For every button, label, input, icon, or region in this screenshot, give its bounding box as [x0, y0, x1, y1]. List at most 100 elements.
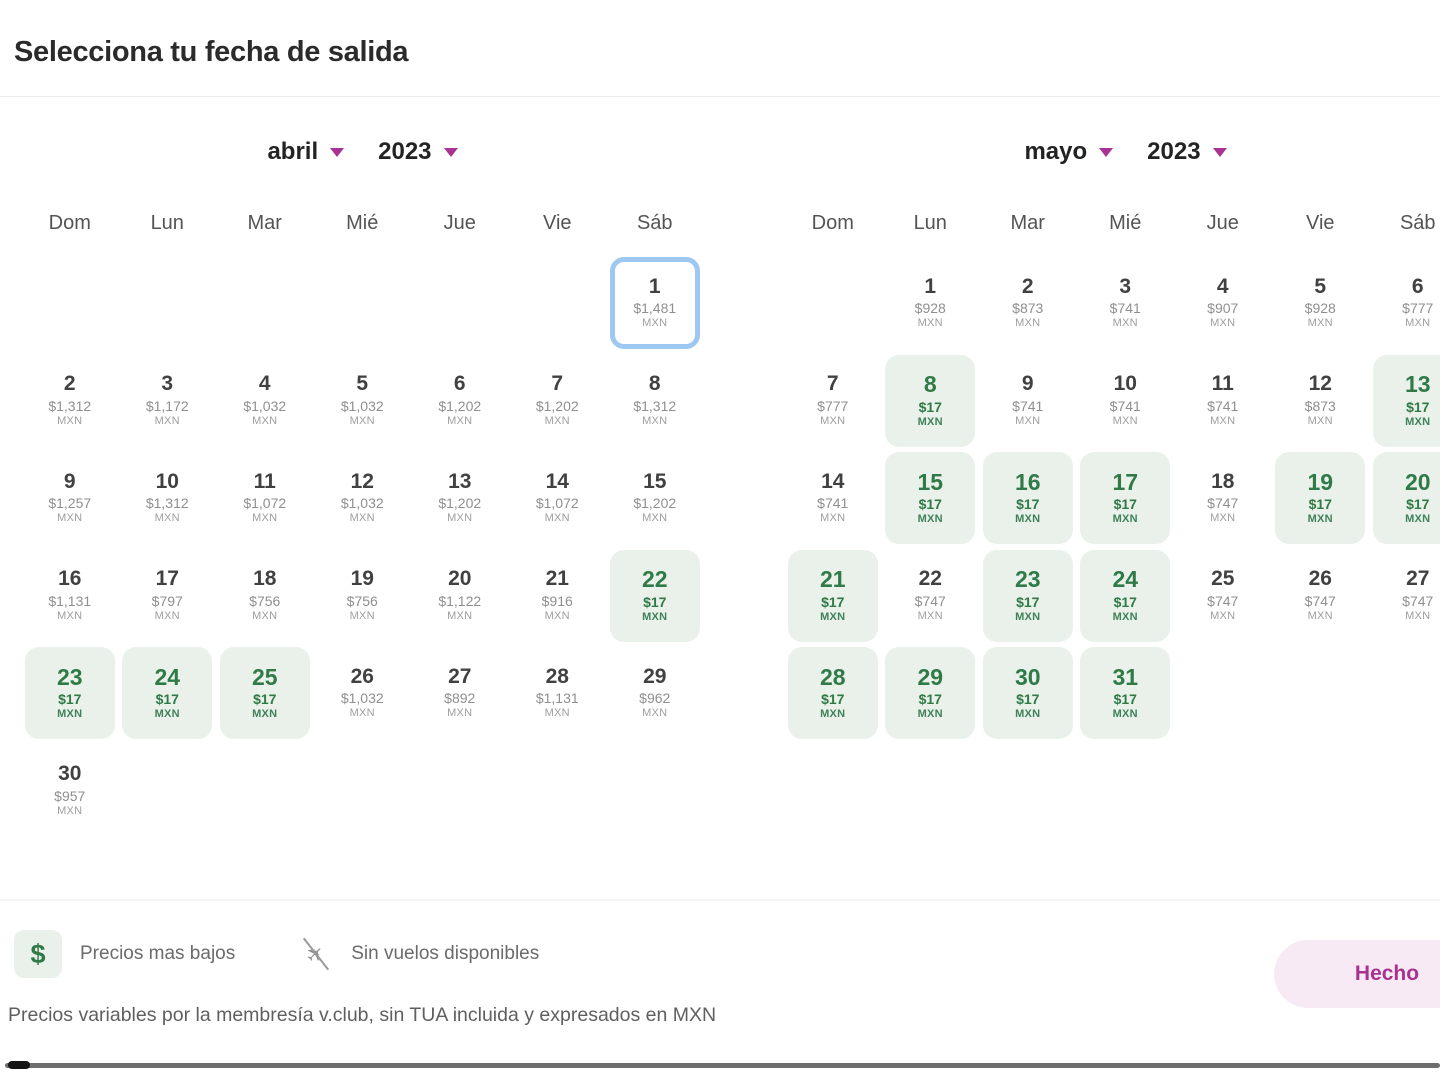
calendar-day-cell[interactable]: 21 $17 MXN: [787, 549, 878, 642]
calendar-day-cell[interactable]: 14 $741 MXN: [788, 452, 878, 544]
day-currency: MXN: [57, 609, 83, 622]
calendar-day-cell[interactable]: 29 $17 MXN: [885, 647, 976, 739]
day-currency: MXN: [544, 609, 570, 622]
calendar-day-cell[interactable]: 26 $1,032 MXN: [317, 647, 407, 739]
calendar-day-cell[interactable]: 27 $892 MXN: [415, 647, 505, 739]
calendar-day-cell[interactable]: 10 $741 MXN: [1080, 355, 1170, 447]
calendar-day-cell[interactable]: 22 $17 MXN: [609, 549, 700, 642]
calendar-day-cell[interactable]: 8 $1,312 MXN: [610, 355, 700, 447]
calendar-day-cell[interactable]: 9 $741 MXN: [983, 355, 1073, 447]
weekday-label: Mar: [247, 212, 282, 234]
calendar-day-cell[interactable]: 7 $777 MXN: [788, 355, 878, 447]
day-currency: MXN: [1405, 415, 1431, 428]
calendar-day-cell[interactable]: 28 $1,131 MXN: [512, 647, 602, 739]
calendar-day-cell[interactable]: 7 $1,202 MXN: [512, 355, 602, 447]
calendar-day-cell[interactable]: 30 $957 MXN: [25, 745, 115, 837]
calendar-day-cell[interactable]: 6 $777 MXN: [1373, 257, 1440, 349]
year-selector[interactable]: 2023: [1147, 138, 1227, 166]
day-number: 10: [1113, 372, 1137, 396]
weekday-row: Dom Lun Mar Mié Jue Vie Sáb: [784, 212, 1440, 235]
day-number: 3: [161, 372, 174, 396]
calendar-day-cell[interactable]: 31 $17 MXN: [1080, 647, 1171, 739]
calendar-day-cell[interactable]: 15 $1,202 MXN: [610, 452, 700, 544]
day-number: 15: [917, 468, 944, 495]
calendar-day-cell[interactable]: 20 $1,122 MXN: [415, 550, 505, 642]
calendar-day-cell[interactable]: 21 $916 MXN: [512, 550, 602, 642]
calendar-day-cell[interactable]: 16 $1,131 MXN: [25, 550, 115, 642]
calendar-day-cell[interactable]: 10 $1,312 MXN: [122, 452, 212, 544]
day-price: $962: [639, 690, 671, 707]
calendar-day-cell[interactable]: 17 $17 MXN: [1080, 452, 1171, 544]
calendar-day-cell[interactable]: 14 $1,072 MXN: [512, 452, 602, 544]
month-selector[interactable]: mayo: [1024, 138, 1114, 166]
bottom-scrollbar[interactable]: [5, 1063, 1440, 1068]
calendar-day-cell[interactable]: 11 $741 MXN: [1178, 355, 1268, 447]
calendar-day-cell[interactable]: 13 $17 MXN: [1372, 354, 1440, 447]
calendar-day-cell[interactable]: 15 $17 MXN: [885, 452, 976, 544]
calendar-day-cell[interactable]: 6 $1,202 MXN: [415, 355, 505, 447]
calendar-day-cell[interactable]: 18 $747 MXN: [1178, 452, 1268, 544]
calendar-day-cell[interactable]: 4 $1,032 MXN: [220, 355, 310, 447]
day-currency: MXN: [252, 414, 278, 427]
calendar-day-cell[interactable]: 18 $756 MXN: [220, 550, 310, 642]
calendar-day-cell[interactable]: 30 $17 MXN: [982, 647, 1073, 739]
calendar-day-cell[interactable]: 23 $17 MXN: [24, 647, 115, 739]
calendar-day-cell[interactable]: 29 $962 MXN: [610, 647, 700, 739]
day-currency: MXN: [154, 708, 180, 721]
calendar-day-cell[interactable]: 23 $17 MXN: [982, 549, 1073, 642]
weekday-label: Mar: [1010, 212, 1045, 234]
month-label: mayo: [1024, 138, 1088, 165]
calendar-day-cell[interactable]: 28 $17 MXN: [787, 647, 878, 739]
calendar-day-cell[interactable]: 17 $797 MXN: [122, 550, 212, 642]
calendar-day-cell[interactable]: 12 $873 MXN: [1275, 355, 1365, 447]
calendar-day-cell[interactable]: 8 $17 MXN: [885, 354, 976, 447]
legend-low-price-label: Precios mas bajos: [80, 943, 236, 964]
day-price: $756: [249, 592, 281, 609]
legend-divider: [0, 899, 1440, 901]
day-number: 4: [1216, 274, 1229, 298]
day-number: 4: [258, 372, 271, 396]
calendar-day-cell[interactable]: 27 $747 MXN: [1373, 550, 1440, 642]
day-number: 23: [1014, 566, 1041, 593]
calendar-day-cell[interactable]: 11 $1,072 MXN: [220, 452, 310, 544]
calendar-day-cell[interactable]: 9 $1,257 MXN: [25, 452, 115, 544]
chevron-down-icon: [330, 147, 345, 157]
day-currency: MXN: [917, 708, 943, 721]
calendar-day-cell[interactable]: 1 $1,481 MXN: [609, 257, 700, 349]
calendar-day-cell[interactable]: 22 $747 MXN: [885, 550, 975, 642]
day-currency: MXN: [1210, 512, 1236, 525]
calendar-day-cell[interactable]: 24 $17 MXN: [122, 647, 213, 739]
calendar-day-cell[interactable]: 4 $907 MXN: [1178, 257, 1268, 349]
month-selector[interactable]: abril: [267, 138, 345, 166]
calendar-day-cell[interactable]: 5 $1,032 MXN: [317, 355, 407, 447]
calendar-day-cell[interactable]: 19 $756 MXN: [317, 550, 407, 642]
day-number: 30: [1014, 663, 1041, 690]
day-price: $1,202: [438, 495, 482, 512]
day-price: $17: [1113, 593, 1137, 610]
calendar-day-cell[interactable]: 3 $741 MXN: [1080, 257, 1170, 349]
calendar-day-cell[interactable]: 13 $1,202 MXN: [415, 452, 505, 544]
day-price: $17: [1308, 496, 1332, 513]
scrollbar-handle[interactable]: [8, 1061, 30, 1069]
calendar-day-cell[interactable]: 25 $17 MXN: [219, 647, 310, 739]
calendar-day-cell[interactable]: 20 $17 MXN: [1372, 452, 1440, 544]
calendar-day-cell[interactable]: 16 $17 MXN: [982, 452, 1073, 544]
calendar-day-cell[interactable]: 2 $1,312 MXN: [25, 355, 115, 447]
calendar-day-cell[interactable]: 25 $747 MXN: [1178, 550, 1268, 642]
calendar-day-cell[interactable]: 12 $1,032 MXN: [317, 452, 407, 544]
calendar-day-cell[interactable]: 26 $747 MXN: [1275, 550, 1365, 642]
calendar-day-cell[interactable]: 2 $873 MXN: [983, 257, 1073, 349]
day-currency: MXN: [154, 414, 180, 427]
day-number: 11: [253, 469, 276, 493]
day-price: $17: [1016, 593, 1040, 610]
done-button[interactable]: Hecho: [1274, 940, 1440, 1008]
calendar-day-cell[interactable]: 19 $17 MXN: [1275, 452, 1366, 544]
calendar-day-cell[interactable]: 1 $928 MXN: [885, 257, 975, 349]
day-price: $1,202: [438, 397, 482, 414]
chevron-down-icon: [443, 147, 458, 157]
calendar-day-cell[interactable]: 5 $928 MXN: [1275, 257, 1365, 349]
year-selector[interactable]: 2023: [378, 138, 458, 166]
calendar-day-cell[interactable]: 24 $17 MXN: [1080, 549, 1171, 642]
calendar-day-cell[interactable]: 3 $1,172 MXN: [122, 355, 212, 447]
day-price: $957: [54, 787, 86, 804]
